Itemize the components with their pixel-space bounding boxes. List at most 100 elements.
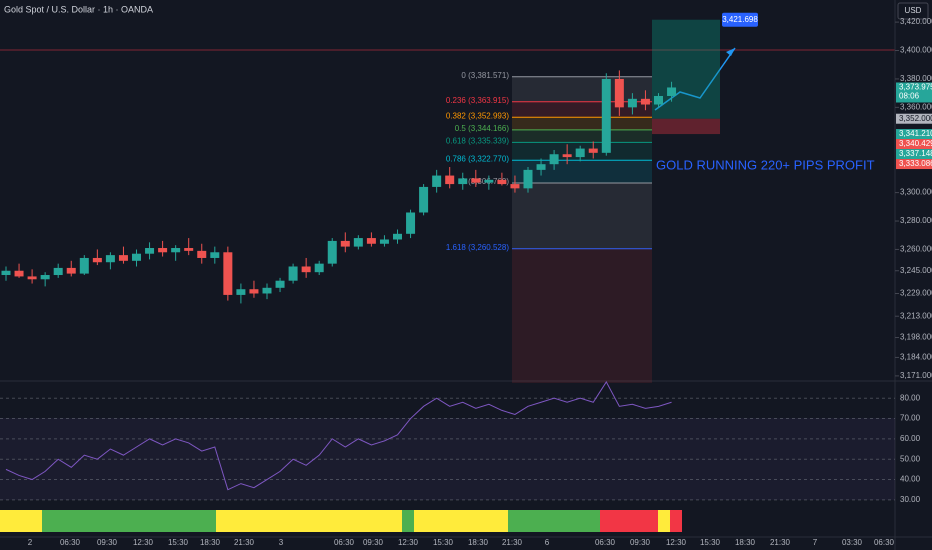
- candle-body: [419, 186, 429, 213]
- price-badge: [896, 149, 932, 160]
- candle-body: [145, 248, 155, 254]
- candle-body: [249, 289, 259, 294]
- time-label: 21:30: [770, 538, 791, 547]
- candle-body: [158, 248, 168, 253]
- price-label: 3,333.086: [899, 159, 932, 168]
- time-label: 03:30: [842, 538, 863, 547]
- y-tick-label: 3,198.000: [900, 333, 932, 342]
- candle-body: [484, 179, 494, 183]
- loss-zone: [652, 118, 720, 135]
- fib-extension-zone: [512, 248, 652, 383]
- candle-body: [640, 98, 650, 105]
- strip-segment: [670, 510, 682, 532]
- candle-body: [53, 267, 63, 276]
- candle-body: [588, 148, 598, 153]
- y-tick-label: 3,260.000: [900, 245, 932, 254]
- rsi-tick-label: 40.00: [900, 475, 921, 484]
- strip-segment: [42, 510, 216, 532]
- rsi-line: [5, 380, 672, 491]
- candle-body: [353, 238, 363, 247]
- candle-body: [366, 238, 376, 244]
- strip-segment: [216, 510, 402, 532]
- rsi-tick-label: 70.00: [900, 414, 921, 423]
- chart-title: Gold Spot / U.S. Dollar · 1h · OANDA: [4, 4, 153, 14]
- candle-body: [301, 266, 311, 273]
- candle-body: [471, 178, 481, 183]
- price-badge: [896, 113, 932, 124]
- time-label: 12:30: [666, 538, 687, 547]
- candle-body: [1, 270, 11, 276]
- time-label: 21:30: [502, 538, 523, 547]
- candle-body: [510, 184, 520, 189]
- candle-body: [458, 178, 468, 185]
- price-badge: [896, 159, 932, 170]
- time-label: 18:30: [200, 538, 221, 547]
- time-label: 3: [279, 538, 284, 547]
- price-label: 3,340.429: [899, 139, 932, 148]
- fib-zone: [512, 117, 652, 130]
- annotation: GOLD RUNNING 220+ PIPS PROFIT: [656, 157, 875, 172]
- candle-body: [92, 257, 102, 263]
- candle-body: [379, 239, 389, 244]
- candle-body: [118, 255, 128, 261]
- price-label: 3,373.975: [899, 83, 932, 92]
- time-label: 18:30: [735, 538, 756, 547]
- candle-body: [132, 253, 141, 261]
- target-badge: [722, 12, 758, 27]
- currency: USD: [905, 6, 922, 15]
- candle-body: [627, 98, 637, 108]
- candle-body: [105, 255, 115, 263]
- profit-zone: [652, 19, 720, 119]
- candle-body: [536, 164, 546, 170]
- y-tick-label: 3,171.000: [900, 371, 932, 380]
- time-label: 09:30: [363, 538, 384, 547]
- candle-body: [562, 154, 572, 158]
- strip-segment: [658, 510, 670, 532]
- candle-body: [523, 169, 533, 189]
- candle-body: [40, 275, 50, 280]
- candle-body: [66, 267, 76, 274]
- time-label: 06:30: [595, 538, 616, 547]
- strip-segment: [414, 510, 508, 532]
- arrow-head: [726, 48, 735, 56]
- candle-body: [27, 276, 37, 280]
- rsi-tick-label: 30.00: [900, 495, 921, 504]
- candle-body: [79, 257, 89, 274]
- candle-body: [575, 148, 585, 158]
- candle-body: [340, 240, 350, 247]
- price-badge: [896, 82, 932, 103]
- candle-body: [184, 248, 194, 251]
- fib-label: 0.618 (3,335.339): [446, 137, 509, 146]
- price-badge: [896, 129, 932, 140]
- time-label: 2: [28, 538, 33, 547]
- time-label: 12:30: [133, 538, 154, 547]
- currency-box: [897, 2, 929, 20]
- candle-body: [549, 154, 559, 165]
- fib-label: 0.786 (3,322.770): [446, 154, 509, 163]
- fib-label: 1.618 (3,260.528): [446, 243, 509, 252]
- candle-body: [223, 252, 233, 295]
- candle-body: [171, 248, 181, 253]
- y-tick-label: 3,300.000: [900, 188, 932, 197]
- candle-body: [314, 263, 324, 273]
- y-tick-label: 3,420.000: [900, 17, 932, 26]
- time-label: 06:30: [60, 538, 81, 547]
- time-label: 18:30: [468, 538, 489, 547]
- y-tick-label: 3,360.000: [900, 102, 932, 111]
- y-tick-label: 3,184.000: [900, 353, 932, 362]
- candle-body: [614, 78, 624, 108]
- strip-segment: [0, 510, 42, 532]
- rsi-tick-label: 80.00: [900, 393, 921, 402]
- time-label: 09:30: [97, 538, 118, 547]
- target-label: 3,421.698: [722, 15, 758, 24]
- candle-body: [667, 87, 677, 96]
- candle-body: [327, 240, 337, 264]
- time-label: 21:30: [234, 538, 255, 547]
- candle-body: [210, 252, 220, 258]
- fib-label: 0.236 (3,363.915): [446, 96, 509, 105]
- fib-zone: [512, 129, 652, 143]
- price-badge: [896, 139, 932, 150]
- fib-zone: [512, 160, 652, 184]
- projection-arrow: [654, 47, 736, 111]
